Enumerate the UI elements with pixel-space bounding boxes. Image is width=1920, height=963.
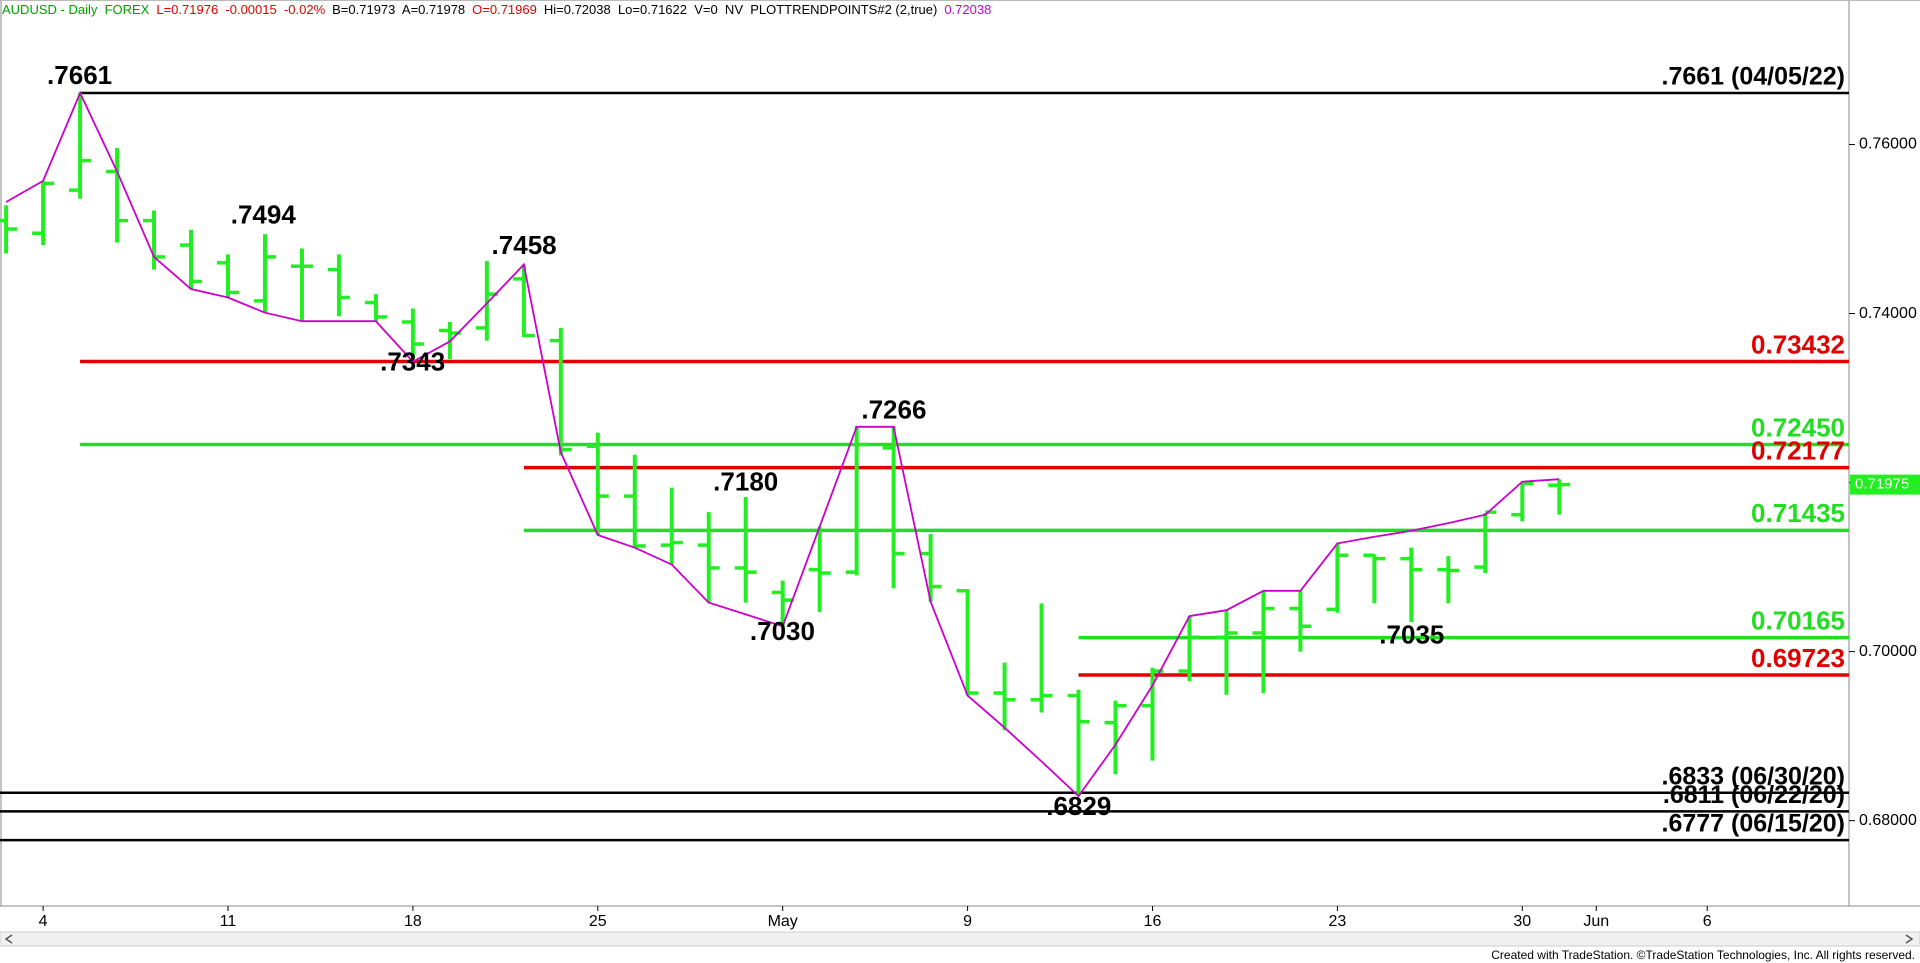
y-tick-label: 0.76000 <box>1859 136 1917 153</box>
level-label: .6833 (06/30/20) <box>1662 762 1845 790</box>
pivot-label: .7458 <box>492 230 557 260</box>
y-tick-label: 0.68000 <box>1859 812 1917 829</box>
pivot-label: .6829 <box>1046 791 1111 821</box>
level-label: .7661 (04/05/22) <box>1662 63 1845 91</box>
pivot-label: .7030 <box>750 616 815 646</box>
y-tick-label: 0.74000 <box>1859 305 1917 322</box>
pivot-line <box>5 90 1560 798</box>
x-tick-label: 9 <box>963 913 972 930</box>
y-tick-label: 0.70000 <box>1859 643 1917 660</box>
footer: Created with TradeStation. ©TradeStation… <box>1491 948 1915 962</box>
x-tick-label: 30 <box>1513 913 1531 930</box>
header-item: 0.72038 <box>944 2 992 17</box>
x-tick-label: Jun <box>1583 913 1609 930</box>
x-tick-label: 6 <box>1703 913 1712 930</box>
header-item: O=0.71969 <box>472 2 537 17</box>
last-price-label: 0.71975 <box>1855 476 1909 493</box>
x-tick-label: 4 <box>39 913 48 930</box>
level-label: 0.70165 <box>1751 606 1845 636</box>
level-label: 0.72177 <box>1751 435 1845 465</box>
x-tick-label: 18 <box>404 913 422 930</box>
pivot-label: .7266 <box>861 394 926 424</box>
level-label: .6811 (06/22/20) <box>1663 781 1845 809</box>
header-item: B=0.71973 A=0.71978 <box>332 2 466 17</box>
level-label: 0.72450 <box>1751 412 1845 442</box>
level-label: 0.69723 <box>1751 643 1845 673</box>
level-label: 0.73432 <box>1751 329 1845 359</box>
x-tick-label: 16 <box>1144 913 1162 930</box>
scroll-left <box>4 934 13 944</box>
header-item: L=0.71976 -0.00015 -0.02% <box>156 2 326 17</box>
x-tick-label: 11 <box>220 913 237 930</box>
header: AUDUSD - Daily FOREX L=0.71976 -0.00015 -… <box>2 2 998 17</box>
pivot-label: .7343 <box>380 347 445 377</box>
x-tick-label: 25 <box>589 913 607 930</box>
scroll-right <box>1905 934 1914 944</box>
level-label: 0.71435 <box>1751 498 1845 528</box>
header-item: AUDUSD - Daily FOREX <box>2 2 150 17</box>
header-item: Hi=0.72038 Lo=0.71622 V=0 NV PLOTTRENDPO… <box>543 2 938 17</box>
pivot-label: .7180 <box>713 467 778 497</box>
pivot-label: .7494 <box>231 200 297 230</box>
x-tick-label: May <box>768 913 798 930</box>
x-tick-label: 23 <box>1329 913 1347 930</box>
level-label: .6777 (06/15/20) <box>1662 810 1845 838</box>
scrollbar <box>0 931 1920 947</box>
pivot-label: .7035 <box>1379 620 1444 650</box>
pivot-label: .7661 <box>47 60 112 90</box>
last-price-box <box>1850 474 1920 495</box>
